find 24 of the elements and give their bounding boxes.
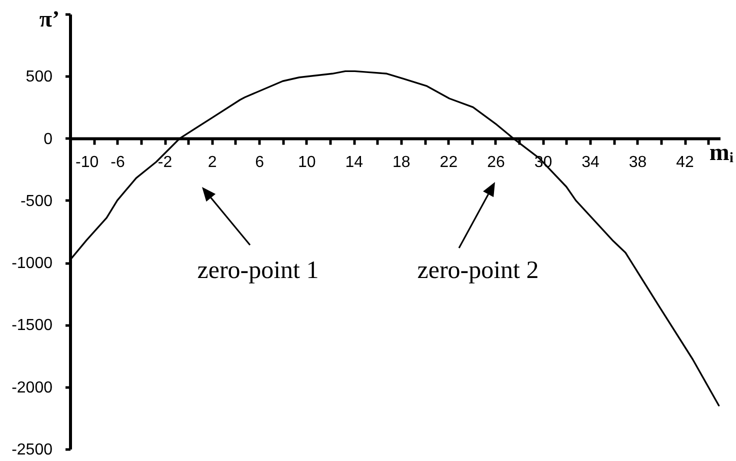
annotation: zero-point 2: [417, 257, 539, 284]
y-tick-label: -1000: [12, 255, 53, 272]
x-tick-label: 22: [440, 154, 458, 171]
x-tick-label: 6: [255, 154, 264, 171]
x-tick-label: 26: [487, 154, 505, 171]
x-tick-label: 2: [208, 154, 217, 171]
y-tick-label: 500: [26, 68, 53, 86]
y-tick-label: -1500: [12, 317, 53, 334]
x-tick-label: -2: [158, 154, 172, 171]
x-tick-label: 18: [392, 154, 410, 171]
x-axis-title: mᵢ: [709, 140, 734, 166]
x-tick-label: -6: [110, 154, 125, 171]
y-tick-label: 0: [44, 130, 53, 148]
x-tick-label: 10: [298, 154, 316, 171]
x-tick-label: -10: [76, 154, 99, 171]
y-tick-label: -2500: [12, 442, 53, 458]
x-tick-label: 34: [582, 154, 600, 171]
annotation: zero-point 1: [197, 257, 319, 284]
x-tick-label: 14: [345, 154, 364, 171]
x-tick-label: 42: [676, 154, 694, 171]
x-tick-label: 38: [628, 154, 647, 171]
y-tick-label: -2000: [12, 379, 53, 396]
y-axis-title: π’: [39, 6, 60, 32]
y-tick-label: -500: [20, 192, 53, 210]
